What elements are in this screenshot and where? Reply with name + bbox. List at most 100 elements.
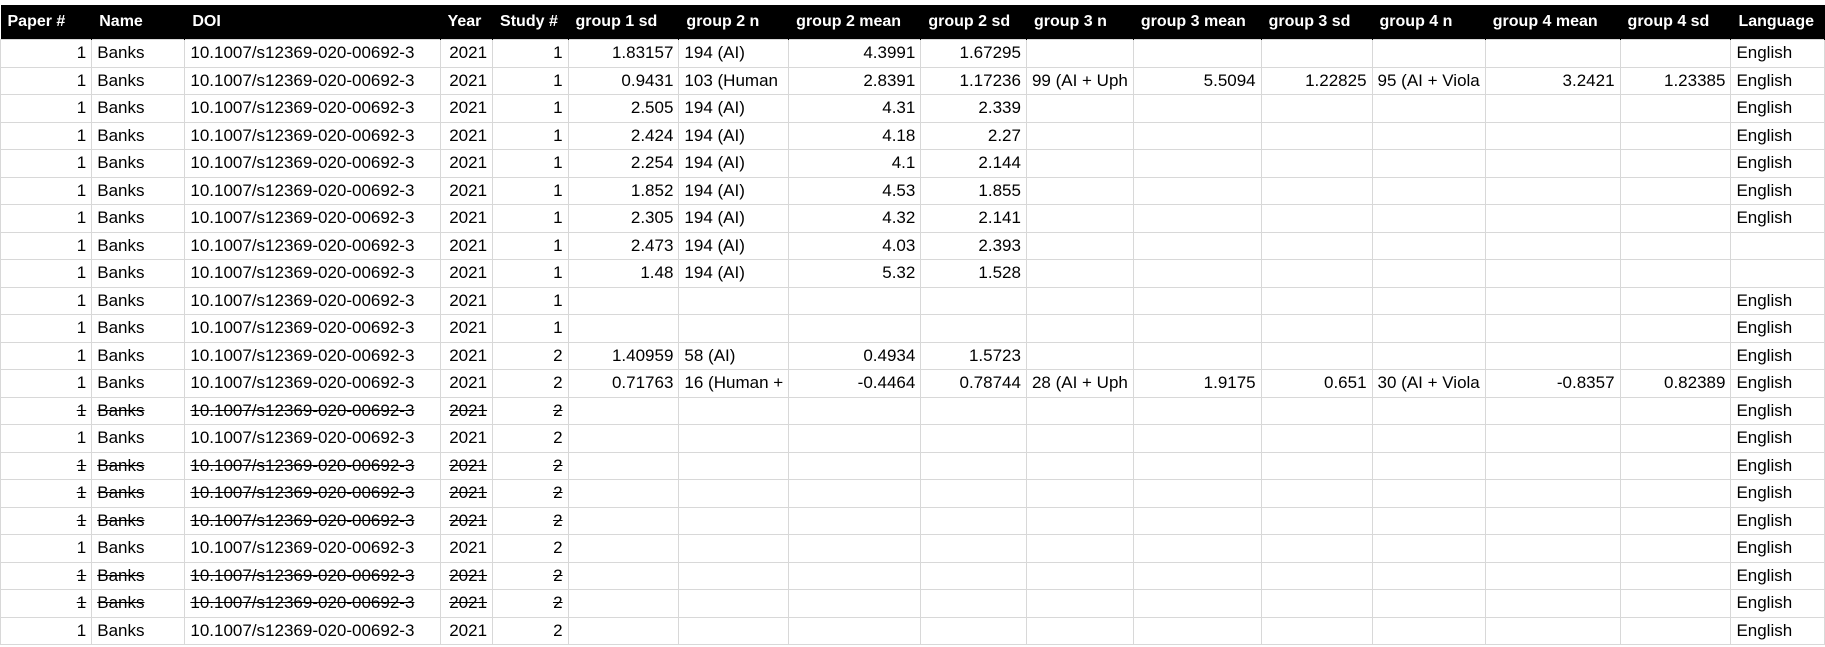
cell-g1sd[interactable]: 1.83157: [567, 39, 680, 68]
cell-doi[interactable]: 10.1007/s12369-020-00692-3: [184, 204, 441, 233]
cell-g2n[interactable]: 103 (Human: [678, 66, 790, 95]
cell-lang[interactable]: English: [1730, 204, 1825, 233]
cell-name[interactable]: Banks: [91, 231, 186, 260]
cell-g3n[interactable]: [1025, 39, 1134, 68]
cell-g2n[interactable]: [678, 561, 790, 590]
cell-g2mean[interactable]: 4.31: [788, 94, 922, 123]
cell-lang[interactable]: English: [1730, 561, 1825, 590]
cell-study[interactable]: 2: [492, 396, 569, 425]
cell-g3sd[interactable]: [1260, 561, 1373, 590]
cell-g3sd[interactable]: [1260, 451, 1373, 480]
cell-g2mean[interactable]: 4.03: [788, 231, 922, 260]
cell-lang[interactable]: English: [1730, 121, 1825, 150]
cell-g1sd[interactable]: 1.852: [567, 176, 680, 205]
cell-doi[interactable]: 10.1007/s12369-020-00692-3: [184, 149, 441, 178]
cell-g4mean[interactable]: [1484, 424, 1621, 453]
cell-paper[interactable]: 1: [0, 561, 93, 590]
cell-g4n[interactable]: [1371, 616, 1486, 645]
cell-g2n[interactable]: 58 (AI): [678, 341, 790, 370]
cell-name[interactable]: Banks: [91, 204, 186, 233]
cell-name[interactable]: Banks: [91, 479, 186, 508]
cell-paper[interactable]: 1: [0, 424, 93, 453]
cell-g4sd[interactable]: [1619, 286, 1732, 315]
cell-year[interactable]: 2021: [439, 616, 494, 645]
cell-g3n[interactable]: [1025, 231, 1134, 260]
cell-g3mean[interactable]: [1132, 121, 1262, 150]
cell-g4n[interactable]: [1371, 396, 1486, 425]
cell-g2n[interactable]: 194 (AI): [678, 39, 790, 68]
cell-g4sd[interactable]: [1619, 561, 1732, 590]
cell-g2mean[interactable]: 4.53: [788, 176, 922, 205]
cell-g3n[interactable]: [1025, 149, 1134, 178]
cell-doi[interactable]: 10.1007/s12369-020-00692-3: [184, 561, 441, 590]
column-header-g1sd[interactable]: group 1 sd: [568, 5, 680, 40]
cell-g4sd[interactable]: [1619, 589, 1732, 618]
cell-year[interactable]: 2021: [439, 94, 494, 123]
cell-year[interactable]: 2021: [439, 204, 494, 233]
cell-lang[interactable]: English: [1730, 424, 1825, 453]
cell-g4n[interactable]: [1371, 561, 1486, 590]
cell-doi[interactable]: 10.1007/s12369-020-00692-3: [184, 121, 441, 150]
cell-g2sd[interactable]: 1.5723: [920, 341, 1027, 370]
cell-g2sd[interactable]: 1.528: [920, 259, 1027, 288]
cell-study[interactable]: 2: [492, 424, 569, 453]
cell-g4n[interactable]: [1371, 176, 1486, 205]
cell-study[interactable]: 1: [492, 149, 569, 178]
cell-name[interactable]: Banks: [91, 341, 186, 370]
cell-g2sd[interactable]: 2.27: [920, 121, 1027, 150]
cell-g3n[interactable]: [1025, 176, 1134, 205]
column-header-lang[interactable]: Language: [1730, 5, 1825, 40]
cell-g3n[interactable]: [1025, 479, 1134, 508]
cell-g4sd[interactable]: [1619, 451, 1732, 480]
cell-lang[interactable]: English: [1730, 314, 1825, 343]
cell-paper[interactable]: 1: [0, 451, 93, 480]
cell-g3n[interactable]: [1025, 534, 1134, 563]
cell-g1sd[interactable]: [567, 616, 680, 645]
cell-g3n[interactable]: [1025, 424, 1134, 453]
cell-g2mean[interactable]: [788, 479, 922, 508]
cell-lang[interactable]: [1730, 259, 1825, 288]
cell-g4mean[interactable]: [1484, 231, 1621, 260]
cell-g2mean[interactable]: 4.1: [788, 149, 922, 178]
cell-g4mean[interactable]: [1484, 121, 1621, 150]
cell-g2mean[interactable]: [788, 589, 922, 618]
cell-year[interactable]: 2021: [439, 396, 494, 425]
cell-g4mean[interactable]: [1484, 561, 1621, 590]
cell-g4n[interactable]: [1371, 204, 1486, 233]
cell-doi[interactable]: 10.1007/s12369-020-00692-3: [184, 66, 441, 95]
cell-g2n[interactable]: [678, 506, 790, 535]
cell-lang[interactable]: English: [1730, 479, 1825, 508]
cell-g2mean[interactable]: [788, 396, 922, 425]
cell-lang[interactable]: [1730, 231, 1825, 260]
cell-paper[interactable]: 1: [0, 231, 93, 260]
column-header-g4sd[interactable]: group 4 sd: [1620, 5, 1732, 40]
column-header-g2sd[interactable]: group 2 sd: [920, 5, 1027, 40]
cell-paper[interactable]: 1: [0, 176, 93, 205]
cell-lang[interactable]: English: [1730, 369, 1825, 398]
cell-g4n[interactable]: [1371, 231, 1486, 260]
cell-g2sd[interactable]: [920, 479, 1027, 508]
cell-g2mean[interactable]: [788, 561, 922, 590]
cell-g4sd[interactable]: [1619, 506, 1732, 535]
cell-doi[interactable]: 10.1007/s12369-020-00692-3: [184, 369, 441, 398]
cell-doi[interactable]: 10.1007/s12369-020-00692-3: [184, 259, 441, 288]
cell-name[interactable]: Banks: [91, 451, 186, 480]
cell-doi[interactable]: 10.1007/s12369-020-00692-3: [184, 506, 441, 535]
cell-year[interactable]: 2021: [439, 561, 494, 590]
cell-g1sd[interactable]: 1.40959: [567, 341, 680, 370]
cell-g3sd[interactable]: [1260, 286, 1373, 315]
cell-g2sd[interactable]: 2.393: [920, 231, 1027, 260]
cell-g3sd[interactable]: [1260, 506, 1373, 535]
column-header-paper[interactable]: Paper #: [0, 5, 93, 40]
cell-g3mean[interactable]: [1132, 589, 1262, 618]
cell-g2n[interactable]: [678, 616, 790, 645]
cell-paper[interactable]: 1: [0, 314, 93, 343]
cell-study[interactable]: 2: [492, 589, 569, 618]
cell-g2sd[interactable]: 2.144: [920, 149, 1027, 178]
cell-lang[interactable]: English: [1730, 396, 1825, 425]
cell-g3n[interactable]: 99 (AI + Uph: [1025, 66, 1134, 95]
cell-g3mean[interactable]: [1132, 506, 1262, 535]
cell-g3n[interactable]: [1025, 506, 1134, 535]
cell-g4n[interactable]: [1371, 479, 1486, 508]
cell-g4mean[interactable]: [1484, 94, 1621, 123]
